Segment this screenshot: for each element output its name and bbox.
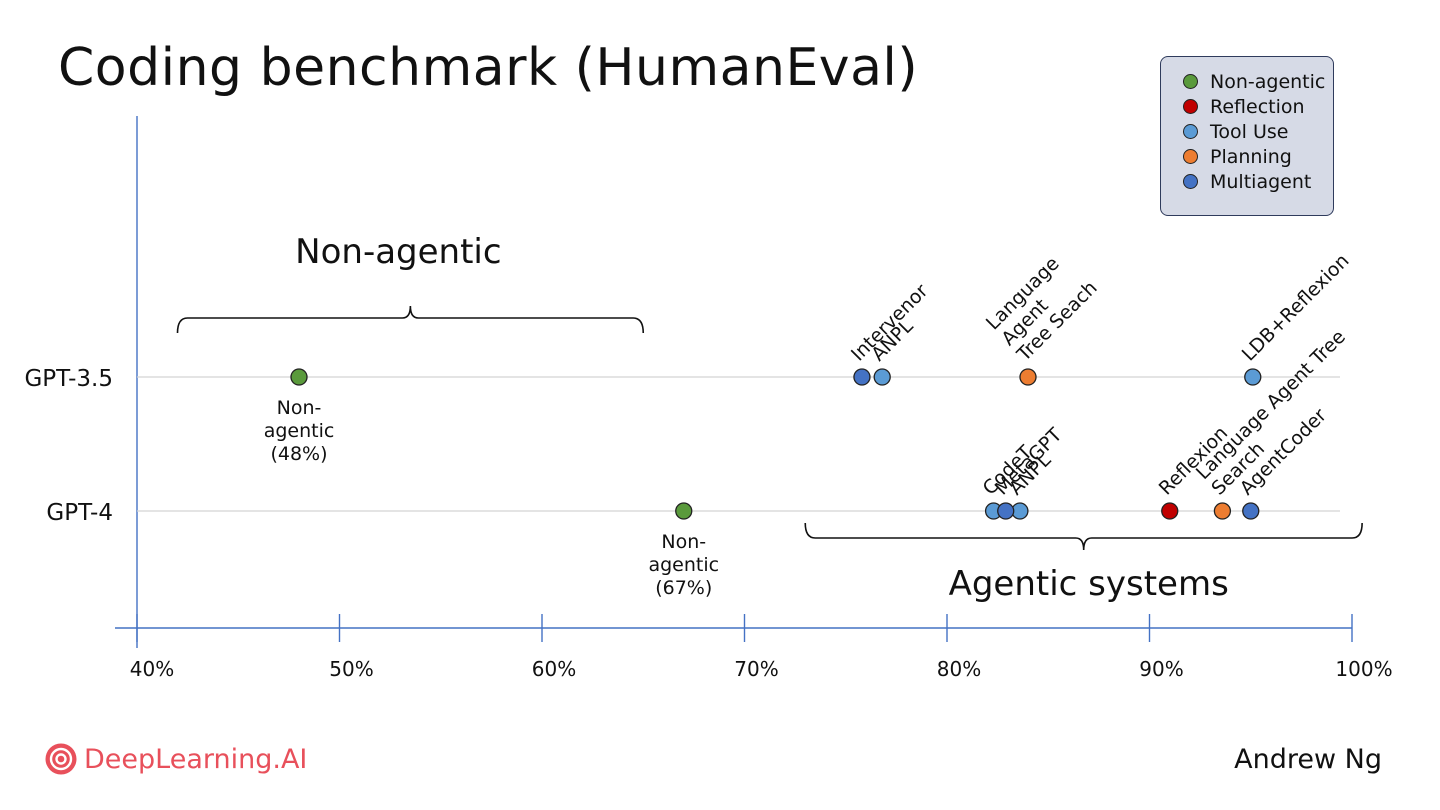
legend-swatch <box>1183 124 1198 139</box>
data-point <box>1242 502 1260 520</box>
page-title: Coding benchmark (HumanEval) <box>58 38 919 98</box>
legend-swatch <box>1183 149 1198 164</box>
brand-name: DeepLearning.AI <box>84 743 308 775</box>
deeplearning-ai-logo-icon <box>45 743 77 775</box>
annotation-label: Agentic systems <box>949 564 1229 604</box>
legend-label: Planning <box>1210 145 1292 168</box>
point-label: (67%) <box>655 577 712 599</box>
point-label: agentic <box>648 554 719 576</box>
legend-item: Non-agentic <box>1183 69 1333 94</box>
y-category-label: GPT-3.5 <box>24 366 113 392</box>
legend-item: Tool Use <box>1183 119 1333 144</box>
legend-item: Planning <box>1183 144 1333 169</box>
non-agentic-bracket <box>176 305 645 334</box>
legend-item: Multiagent <box>1183 169 1333 194</box>
x-tick-label: 100% <box>1335 657 1392 681</box>
data-point <box>1213 502 1232 520</box>
data-point <box>853 368 871 386</box>
x-tick-label: 60% <box>532 657 576 681</box>
data-point <box>675 502 693 520</box>
data-point <box>290 368 308 386</box>
legend-swatch <box>1183 99 1198 114</box>
x-tick-label: 90% <box>1139 657 1183 681</box>
agentic-bracket <box>804 522 1363 551</box>
point-label: agentic <box>264 420 335 442</box>
legend-label: Multiagent <box>1210 170 1312 193</box>
data-point <box>1161 502 1179 520</box>
legend-label: Tool Use <box>1210 120 1289 143</box>
legend-item: Reflection <box>1183 94 1333 119</box>
x-tick-label: 80% <box>937 657 981 681</box>
legend-label: Non-agentic <box>1210 70 1326 93</box>
legend-swatch <box>1183 174 1198 189</box>
data-point <box>1244 368 1262 386</box>
x-tick-label: 70% <box>734 657 778 681</box>
legend-swatch <box>1183 74 1198 89</box>
author-name: Andrew Ng <box>1234 744 1382 775</box>
point-label: Non- <box>277 397 322 419</box>
point-label: (48%) <box>270 443 327 465</box>
point-label: Non- <box>661 531 706 553</box>
chart-legend: Non-agentic Reflection Tool Use Planning Mul… <box>1160 56 1334 216</box>
annotation-label: Non-agentic <box>295 232 501 272</box>
y-category-label: GPT-4 <box>46 500 113 526</box>
data-point <box>1019 368 1037 386</box>
data-point <box>997 502 1015 520</box>
data-point <box>873 368 891 386</box>
legend-label: Reflection <box>1210 95 1305 118</box>
x-tick-label: 40% <box>130 657 174 681</box>
x-tick-label: 50% <box>329 657 373 681</box>
brand-logo: DeepLearning.AI <box>44 742 307 776</box>
